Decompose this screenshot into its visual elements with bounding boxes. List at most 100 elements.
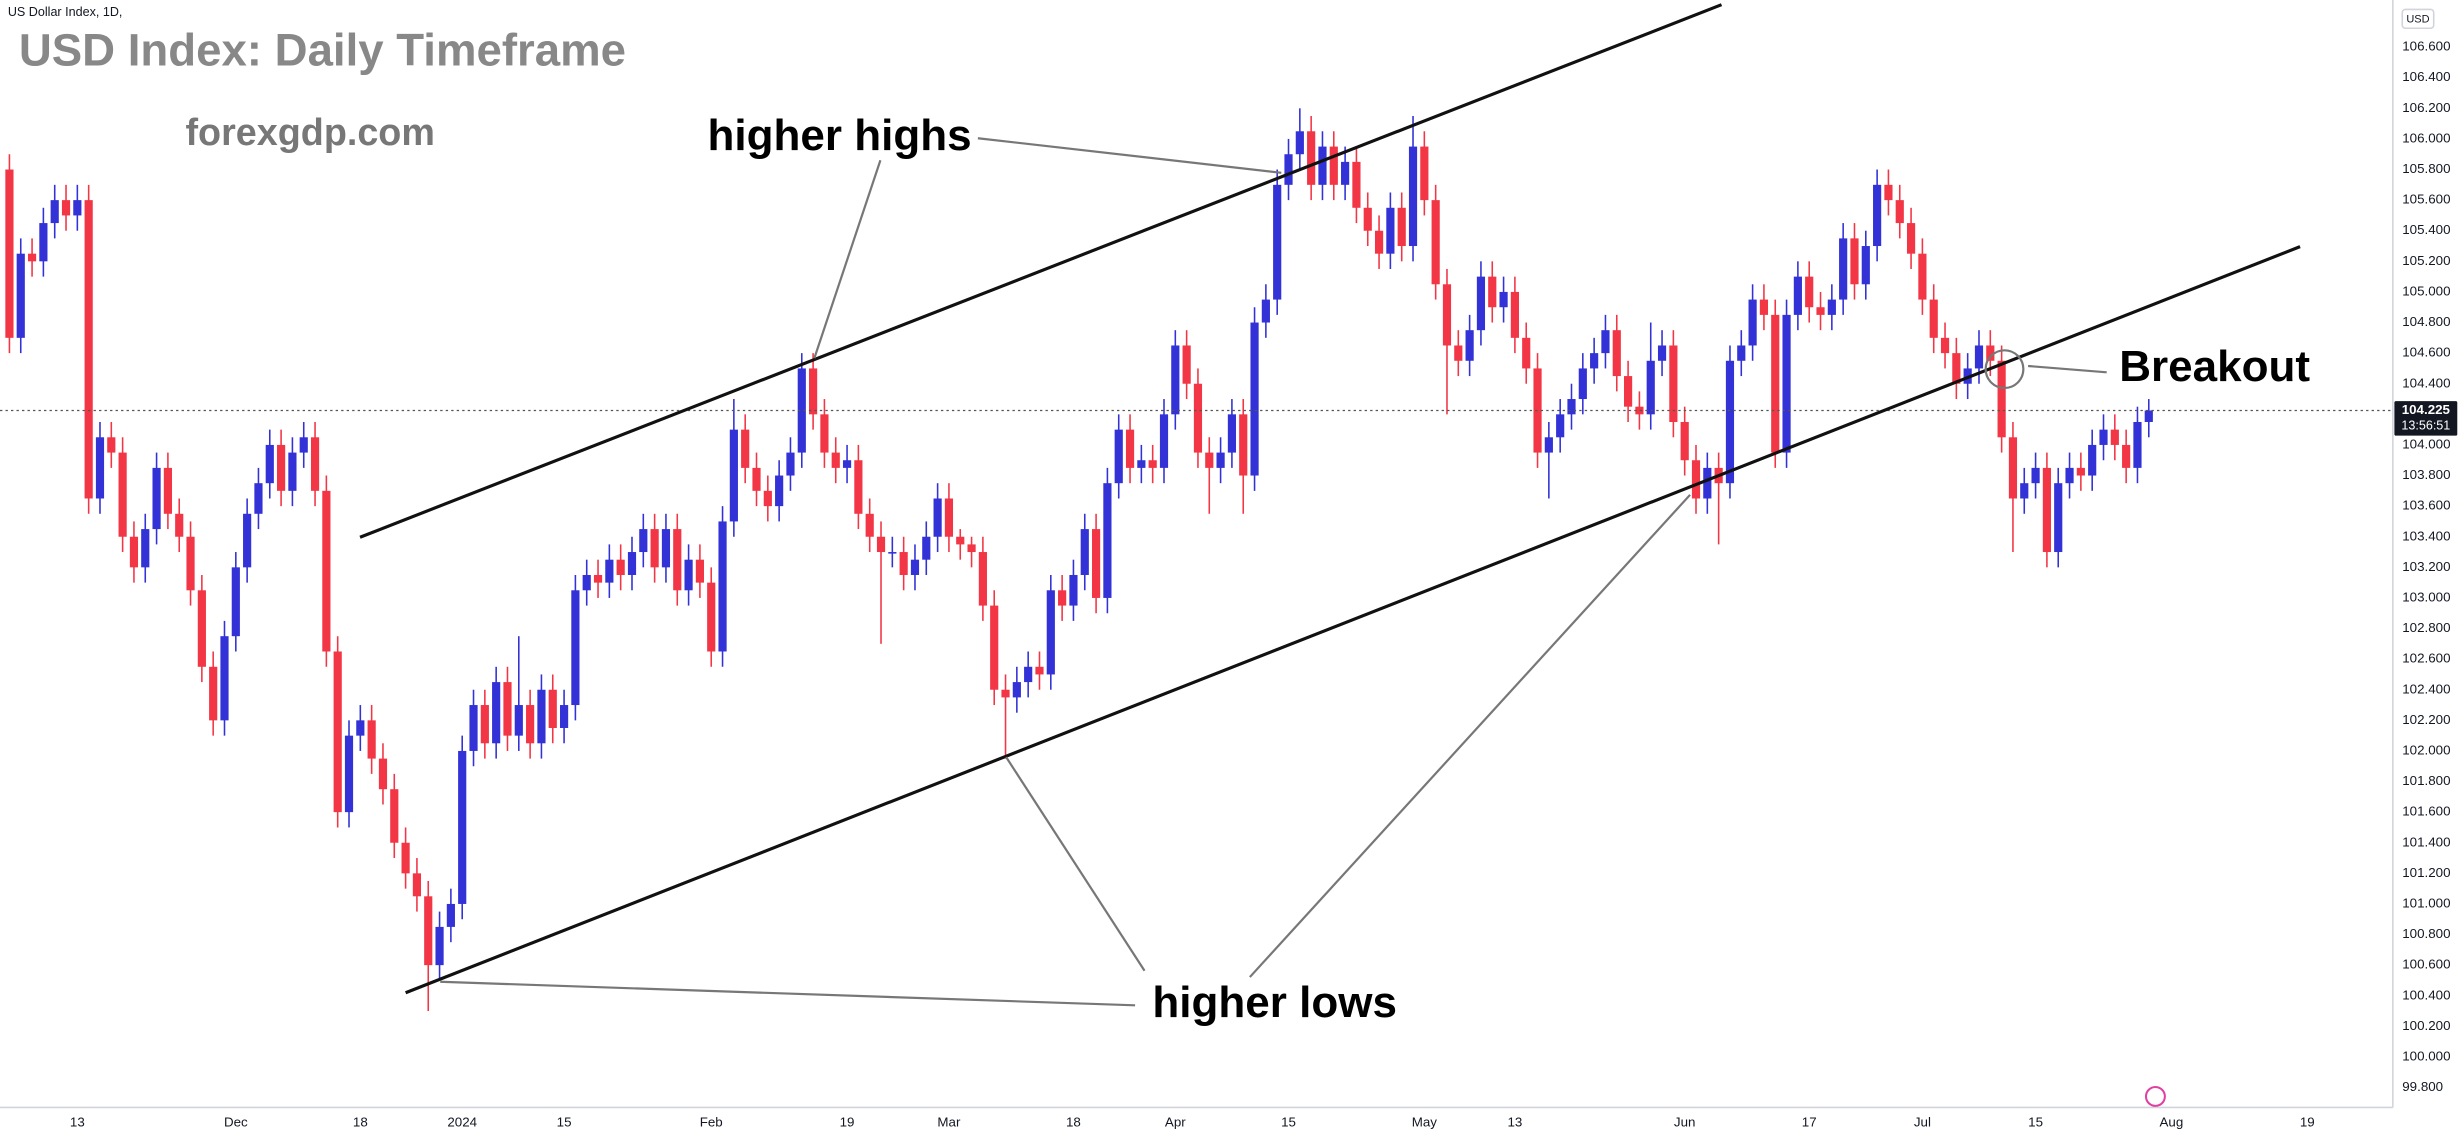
candle-body (1680, 421, 1689, 461)
candle-body (1986, 345, 1995, 361)
candle-body (480, 705, 489, 744)
candle-body (978, 552, 987, 606)
replay-icon[interactable] (2144, 1085, 2166, 1107)
x-tick-label: 15 (1281, 1115, 1296, 1130)
candle-body (1544, 437, 1553, 453)
candle-body (684, 559, 693, 591)
candle-body (1307, 131, 1316, 185)
pointer-line (977, 137, 1282, 174)
candle-body (1227, 414, 1237, 453)
candle-body (1940, 337, 1950, 354)
candle-body (1442, 284, 1452, 346)
candle-body (1012, 682, 1021, 698)
y-tick-label: 105.000 (2402, 283, 2450, 298)
candle-body (786, 452, 795, 476)
y-tick-label: 106.600 (2402, 39, 2450, 54)
y-tick-label: 104.400 (2402, 375, 2450, 390)
candle-body (1103, 483, 1112, 598)
currency-box[interactable] (2401, 8, 2435, 30)
y-tick-label: 101.600 (2402, 804, 2450, 819)
x-tick-label: 18 (353, 1115, 368, 1130)
candle-body (1408, 146, 1418, 247)
candle-body (627, 552, 637, 575)
candle-body (265, 444, 274, 484)
candle-body (1284, 154, 1293, 185)
candle-body (1273, 184, 1282, 300)
candle-body (673, 529, 682, 591)
candle-body (1827, 299, 1836, 315)
candle-body (378, 758, 388, 790)
candle-body (1341, 161, 1350, 185)
candle-body (1906, 223, 1916, 254)
x-tick-label: 15 (557, 1115, 572, 1130)
candle-body (1703, 467, 1712, 499)
candle-body (446, 903, 455, 927)
candle-body (1578, 368, 1587, 400)
y-tick-label: 104.800 (2402, 314, 2450, 329)
candle-body (333, 651, 342, 813)
watermark: forexgdp.com (186, 111, 435, 153)
candle-body (1918, 253, 1927, 300)
last-price-box (2394, 401, 2458, 436)
candle-body (1420, 146, 1429, 201)
candle-body (2042, 467, 2051, 553)
candle-body (95, 437, 105, 499)
candle-body (990, 605, 999, 690)
candle-body (729, 429, 738, 522)
candle-body (888, 552, 897, 554)
candle-body (39, 223, 48, 262)
candle-body (2020, 483, 2029, 499)
candle-body (854, 460, 863, 514)
y-tick-label: 103.400 (2402, 528, 2450, 543)
x-tick-label: Feb (700, 1115, 723, 1130)
candle-body (775, 475, 784, 507)
candle-body (243, 513, 252, 568)
candle-body (910, 559, 920, 575)
candle-body (1805, 276, 1814, 308)
candle-body (1737, 345, 1746, 361)
candle-body (718, 521, 727, 652)
y-tick-label: 105.600 (2402, 192, 2450, 207)
candle-body (559, 705, 569, 728)
candle-body (458, 750, 467, 904)
candle-body (2076, 467, 2085, 476)
candle-body (152, 467, 161, 530)
y-tick-label: 102.800 (2402, 620, 2450, 635)
candle-body (1771, 314, 1780, 453)
candle-body (593, 574, 603, 583)
candle-body (254, 483, 263, 514)
candle-body (424, 896, 433, 966)
candle-body (967, 544, 976, 553)
candle-body (107, 437, 116, 453)
candle-body (322, 490, 331, 652)
candle-body (1329, 146, 1338, 185)
candle-body (1386, 207, 1395, 254)
candle-body (1861, 246, 1870, 285)
candle-body (356, 720, 365, 736)
candle-body (1431, 200, 1440, 285)
breakout-circle (1984, 349, 2025, 390)
candle-body (1884, 184, 1893, 201)
candle-body (1510, 291, 1519, 338)
y-tick-label: 102.000 (2402, 742, 2450, 757)
candle-body (503, 682, 512, 736)
y-tick-label: 106.000 (2402, 130, 2450, 145)
candle-body (1058, 590, 1067, 606)
candle-body (1465, 330, 1474, 361)
annotation: higher lows (1152, 978, 1397, 1027)
candle-body (1171, 345, 1180, 415)
y-tick-label: 103.800 (2402, 467, 2450, 482)
y-tick-label: 103.000 (2402, 589, 2450, 604)
candle-body (277, 444, 286, 491)
currency[interactable]: USD (2406, 14, 2429, 26)
candle-body (1454, 345, 1463, 361)
candle-body (922, 536, 931, 560)
candle-body (1895, 200, 1904, 224)
y-tick-label: 100.200 (2402, 1018, 2450, 1033)
candle-body (1816, 307, 1825, 315)
candle-body (616, 559, 625, 575)
y-tick-label: 105.400 (2402, 222, 2450, 237)
y-tick-label: 103.200 (2402, 559, 2450, 574)
candle-body (820, 414, 829, 453)
candle-body (2031, 467, 2040, 484)
